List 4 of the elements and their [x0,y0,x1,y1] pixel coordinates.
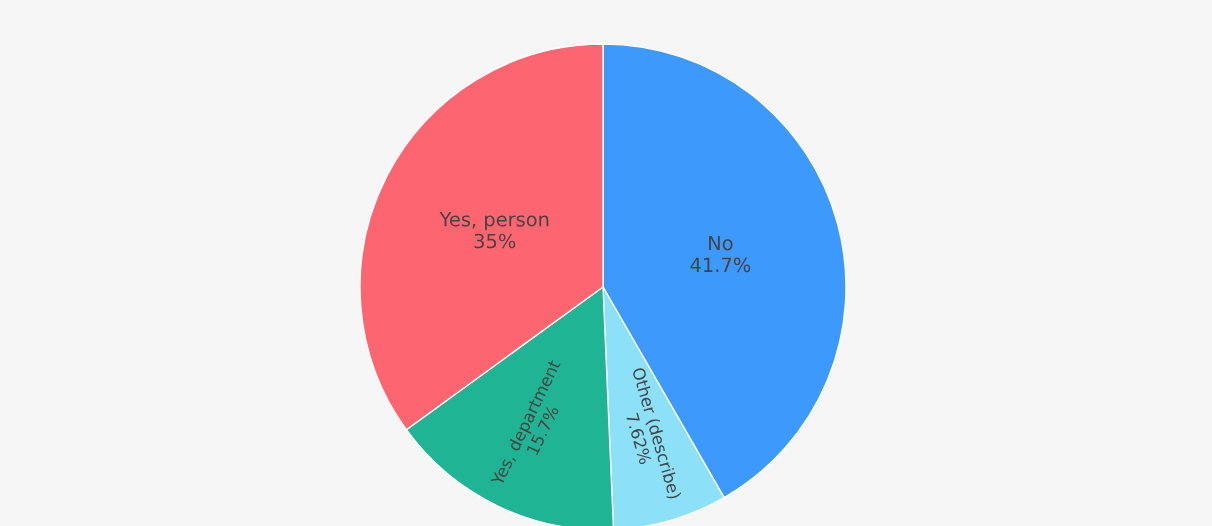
data-label: 35% [474,233,516,249]
slice-label: Yes, person [439,212,549,231]
data-label: 41.7% [690,257,751,273]
slice-label: No [709,235,733,251]
